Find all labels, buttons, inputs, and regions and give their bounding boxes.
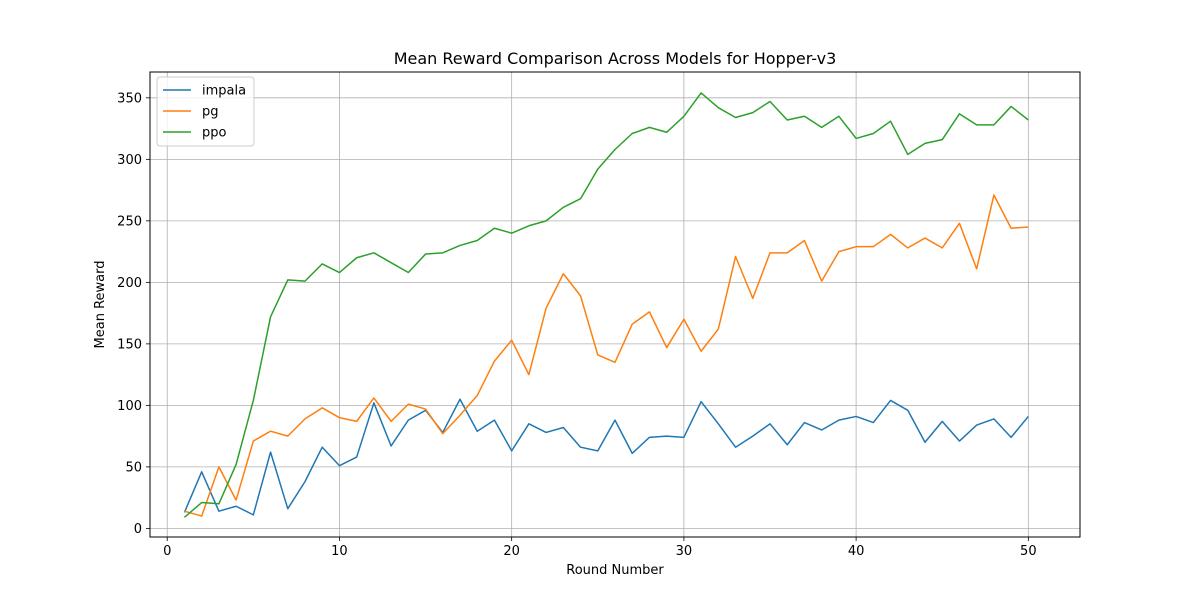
y-axis-label: Mean Reward [93,261,108,349]
legend: impala pg ppo [156,76,255,147]
y-axis-ticks: 0 50 100 150 200 250 300 350 [117,91,150,537]
legend-box [156,76,255,147]
grid-lines [150,72,1080,537]
plot-area-frame [149,71,1081,538]
series-line-impala [183,398,1029,516]
series-lines [183,92,1029,518]
y-tick-label: 300 [117,153,142,168]
legend-label-pg: pg [202,105,219,120]
y-tick-label: 250 [117,214,142,229]
y-tick-label: 100 [117,399,142,414]
x-tick-label: 50 [1020,544,1037,559]
chart-title: Mean Reward Comparison Across Models for… [394,49,837,68]
y-tick-label: 50 [125,460,142,475]
legend-label-impala: impala [202,84,246,99]
y-tick-label: 0 [134,522,142,537]
series-line-ppo [183,92,1029,518]
x-axis-label: Round Number [566,563,664,578]
y-tick-label: 350 [117,91,142,106]
x-axis-ticks: 0 10 20 30 40 50 [163,537,1037,559]
x-tick-label: 40 [848,544,865,559]
x-tick-label: 30 [676,544,693,559]
y-tick-label: 150 [117,337,142,352]
x-tick-label: 10 [331,544,348,559]
legend-label-ppo: ppo [202,126,227,141]
y-tick-label: 200 [117,276,142,291]
x-tick-label: 0 [163,544,171,559]
x-tick-label: 20 [503,544,520,559]
series-line-pg [184,194,1029,517]
